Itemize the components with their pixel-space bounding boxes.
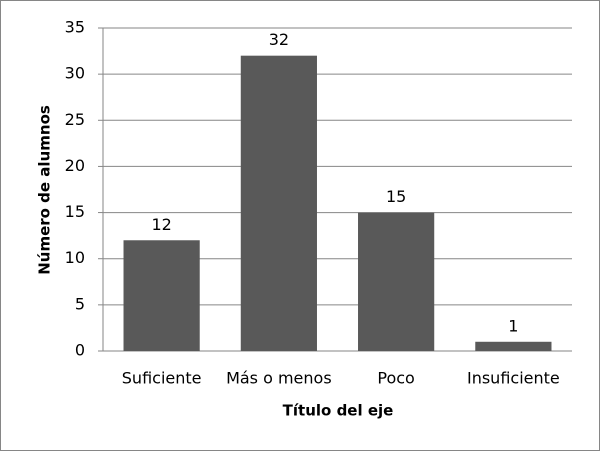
bar (358, 212, 435, 351)
bar (240, 55, 317, 351)
y-tick-label: 15 (65, 202, 85, 221)
x-tick-label: Más o menos (226, 369, 332, 388)
x-tick-label: Insuficiente (467, 369, 560, 388)
data-label: 1 (508, 316, 518, 335)
bar (475, 341, 552, 351)
x-tick-label: Poco (377, 369, 414, 388)
y-tick-label: 10 (65, 248, 85, 267)
data-label: 32 (269, 30, 289, 49)
y-tick-label: 5 (75, 294, 85, 313)
y-tick-label: 0 (75, 341, 85, 360)
y-tick-label: 35 (65, 18, 85, 37)
x-axis-title: Título del eje (283, 402, 394, 420)
y-tick-label: 20 (65, 156, 85, 175)
y-axis-title: Número de alumnos (36, 105, 54, 275)
bar (123, 240, 200, 351)
data-label: 15 (386, 187, 406, 206)
data-label: 12 (151, 215, 171, 234)
x-tick-label: Suficiente (122, 369, 202, 388)
y-tick-label: 30 (65, 64, 85, 83)
y-tick-label: 25 (65, 110, 85, 129)
